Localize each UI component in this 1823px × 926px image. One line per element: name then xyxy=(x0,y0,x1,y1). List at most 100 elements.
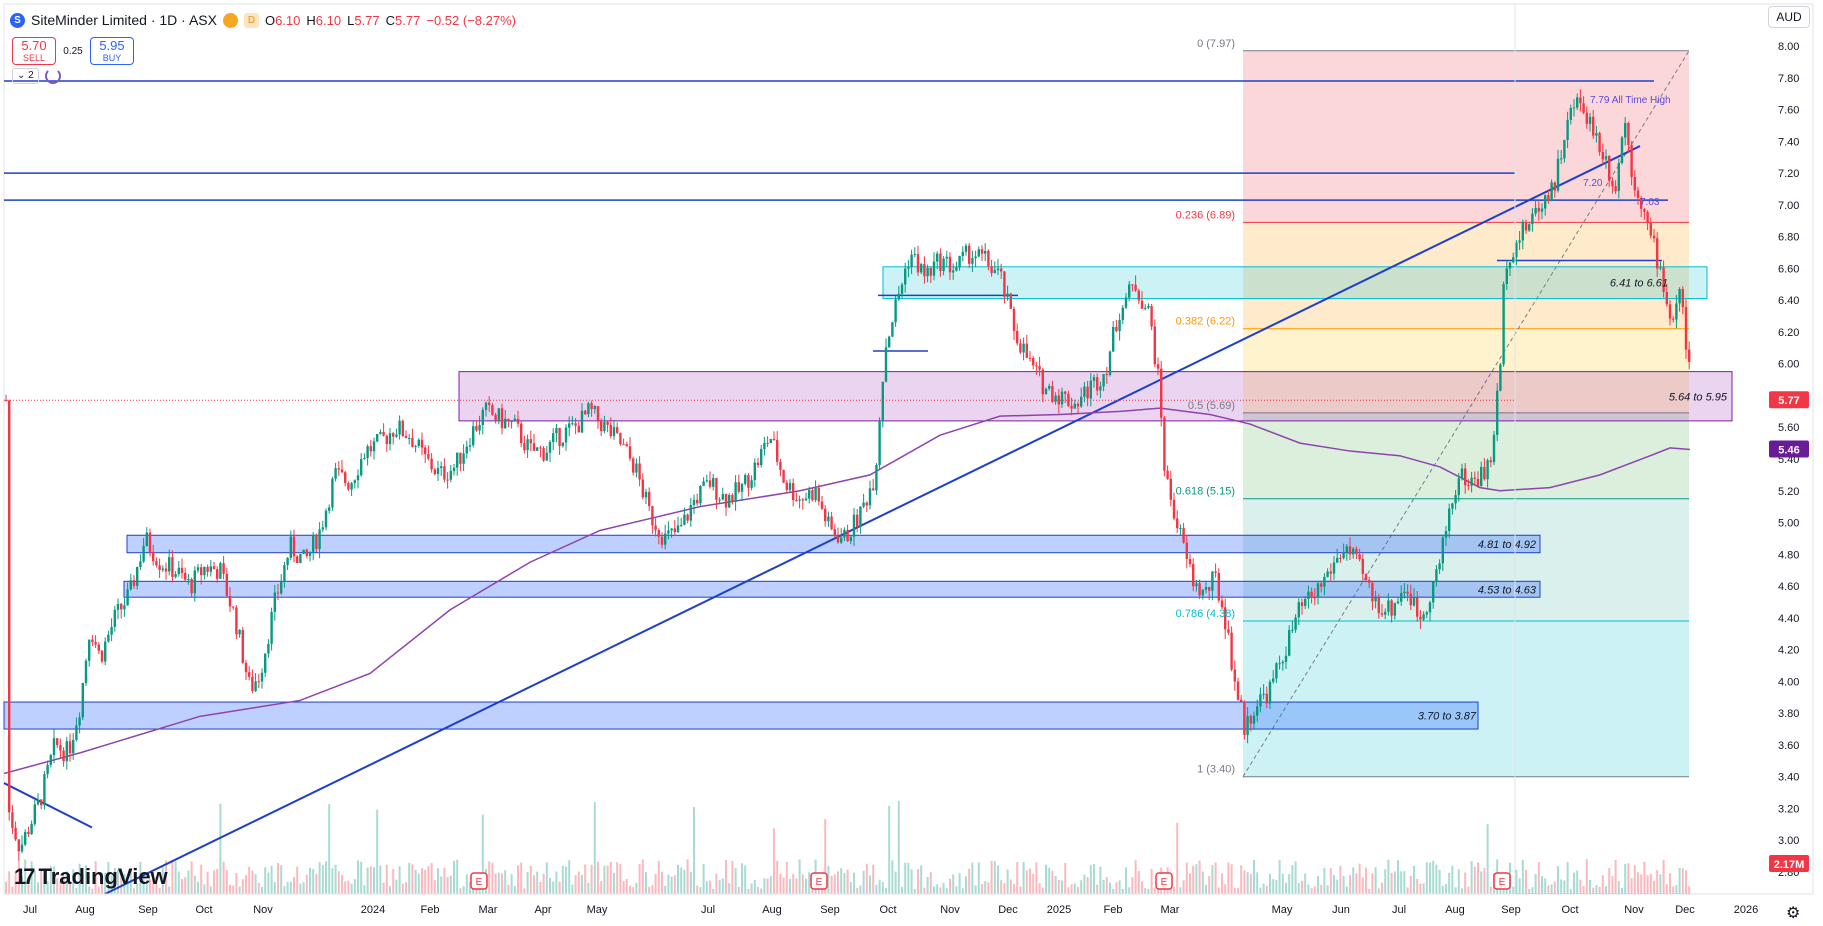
volume-bar xyxy=(501,873,503,894)
currency-selector[interactable]: AUD xyxy=(1768,6,1810,28)
candle-body xyxy=(1019,343,1022,353)
volume-bar xyxy=(1669,873,1671,894)
candle-body xyxy=(264,653,267,673)
earnings-marker[interactable]: E xyxy=(470,872,488,890)
volume-bar xyxy=(1038,883,1041,894)
candle-body xyxy=(763,442,766,450)
candle-body xyxy=(1112,327,1115,352)
volume-bar xyxy=(613,872,615,894)
buy-button[interactable]: 5.95 BUY xyxy=(90,37,134,65)
candle-body xyxy=(1537,207,1540,212)
volume-bar xyxy=(1144,888,1147,894)
volume-bar xyxy=(1425,862,1428,894)
downtrend-line[interactable] xyxy=(3,782,93,829)
price-zone[interactable] xyxy=(458,371,1733,422)
moving-average-line[interactable] xyxy=(3,407,1691,775)
volume-bar xyxy=(1291,865,1294,894)
candle-body xyxy=(897,293,900,300)
candle-body xyxy=(1310,591,1313,598)
candle-body xyxy=(136,567,139,586)
candle-body xyxy=(283,565,286,582)
volume-bar xyxy=(1422,883,1425,894)
earnings-marker[interactable]: E xyxy=(1155,872,1173,890)
candle-body xyxy=(1201,589,1204,596)
candle-body xyxy=(1179,528,1182,530)
volume-bar xyxy=(641,859,644,894)
tradingview-logo[interactable]: 17 TradingView xyxy=(14,864,168,890)
volume-bar xyxy=(1393,871,1396,894)
earnings-marker[interactable]: E xyxy=(810,872,828,890)
symbol-title[interactable]: SiteMinder Limited · 1D · ASX xyxy=(31,12,217,28)
chart-annotation: 7.79 All Time High xyxy=(1590,95,1671,106)
volume-bar xyxy=(507,884,510,894)
volume-bar xyxy=(673,875,676,894)
candle-body xyxy=(1185,542,1188,559)
y-tick-label: 7.20 xyxy=(1778,168,1799,180)
candle-body xyxy=(1681,289,1684,308)
candle-body xyxy=(33,804,36,824)
buy-price: 5.95 xyxy=(99,38,125,53)
volume-bar xyxy=(341,874,343,894)
candle-body xyxy=(856,514,859,527)
volume-bar xyxy=(1397,860,1399,894)
volume-bar xyxy=(347,880,350,894)
volume-bar xyxy=(117,869,119,894)
candle-body xyxy=(78,717,81,726)
volume-bar xyxy=(389,886,391,894)
candle-body xyxy=(612,427,616,436)
candle-body xyxy=(472,426,475,446)
candle-body xyxy=(436,468,440,475)
volume-bar xyxy=(677,864,679,894)
volume-bar xyxy=(1189,873,1191,894)
fib-trend-line xyxy=(1242,50,1690,777)
candle-body xyxy=(1624,123,1627,138)
candle-body xyxy=(145,532,148,546)
candle-body xyxy=(1176,518,1179,529)
candle-body xyxy=(516,418,520,424)
price-zone[interactable] xyxy=(126,534,1541,554)
uptrend-line[interactable] xyxy=(104,145,1641,895)
candle-body xyxy=(43,774,46,806)
candle-body xyxy=(1422,614,1425,620)
volume-bar xyxy=(216,868,219,894)
candle-body xyxy=(376,433,379,442)
candle-body xyxy=(299,553,302,564)
price-zone[interactable] xyxy=(123,580,1541,598)
volume-bar xyxy=(161,867,164,894)
y-tick-label: 3.80 xyxy=(1778,708,1799,720)
candle-body xyxy=(760,449,763,466)
volume-bar xyxy=(667,874,670,894)
candle-body xyxy=(356,475,360,481)
candle-body xyxy=(372,441,376,452)
price-zone[interactable] xyxy=(3,701,1479,730)
volume-bar xyxy=(1381,882,1383,894)
fib-level-label: 0.618 (5.15) xyxy=(1176,486,1235,498)
volume-bar xyxy=(305,874,308,894)
volume-bar xyxy=(344,881,347,894)
candle-body xyxy=(452,467,456,471)
candle-body xyxy=(548,442,552,453)
sell-button[interactable]: 5.70 SELL xyxy=(12,37,56,65)
earnings-marker[interactable]: E xyxy=(1493,872,1511,890)
settings-gear-icon[interactable]: ⚙ xyxy=(1786,905,1801,922)
volume-bar xyxy=(779,873,782,894)
volume-bar xyxy=(1307,884,1310,894)
indicator-toggle[interactable]: ⌄ 2 xyxy=(12,68,61,84)
candle-body xyxy=(574,423,577,426)
candle-body xyxy=(184,572,187,580)
volume-bar xyxy=(955,886,958,894)
volume-bar xyxy=(366,867,369,894)
volume-bar xyxy=(917,869,919,894)
candle-body xyxy=(1553,182,1556,191)
volume-bar xyxy=(107,862,110,894)
loading-icon xyxy=(44,68,61,84)
candle-body xyxy=(1464,468,1467,486)
indicator-count[interactable]: ⌄ 2 xyxy=(12,68,39,84)
candle-body xyxy=(1508,262,1512,269)
price-zone[interactable] xyxy=(882,266,1708,300)
candle-body xyxy=(1374,597,1377,602)
volume-bar xyxy=(337,871,340,894)
candle-body xyxy=(369,446,372,452)
volume-bar xyxy=(1278,860,1281,894)
